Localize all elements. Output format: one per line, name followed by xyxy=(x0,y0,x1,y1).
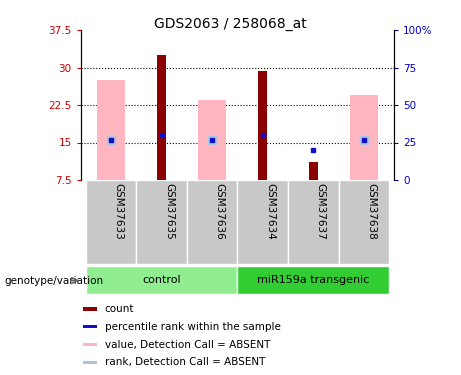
Text: GSM37634: GSM37634 xyxy=(265,183,275,239)
Bar xyxy=(157,55,166,180)
Text: control: control xyxy=(142,275,181,285)
Text: percentile rank within the sample: percentile rank within the sample xyxy=(105,322,281,332)
Bar xyxy=(309,162,318,180)
Text: genotype/variation: genotype/variation xyxy=(5,276,104,285)
Bar xyxy=(83,361,97,364)
Bar xyxy=(136,180,187,264)
Bar xyxy=(83,325,97,328)
Bar xyxy=(83,307,97,310)
Text: GSM37636: GSM37636 xyxy=(215,183,225,239)
Bar xyxy=(97,80,125,180)
Text: GSM37637: GSM37637 xyxy=(316,183,326,239)
Text: GSM37638: GSM37638 xyxy=(366,183,376,239)
Text: miR159a transgenic: miR159a transgenic xyxy=(257,275,369,285)
Text: count: count xyxy=(105,304,134,314)
Bar xyxy=(258,71,267,180)
Bar xyxy=(83,343,97,346)
Bar xyxy=(350,95,378,180)
Text: GSM37633: GSM37633 xyxy=(113,183,124,239)
Bar xyxy=(237,180,288,264)
Text: value, Detection Call = ABSENT: value, Detection Call = ABSENT xyxy=(105,339,270,350)
Text: rank, Detection Call = ABSENT: rank, Detection Call = ABSENT xyxy=(105,357,265,368)
Bar xyxy=(86,180,136,264)
Text: GSM37635: GSM37635 xyxy=(164,183,174,239)
Bar xyxy=(198,100,226,180)
Bar xyxy=(288,180,338,264)
Bar xyxy=(237,266,389,294)
Bar xyxy=(338,180,389,264)
Text: GDS2063 / 258068_at: GDS2063 / 258068_at xyxy=(154,17,307,31)
Bar xyxy=(187,180,237,264)
Bar xyxy=(86,266,237,294)
